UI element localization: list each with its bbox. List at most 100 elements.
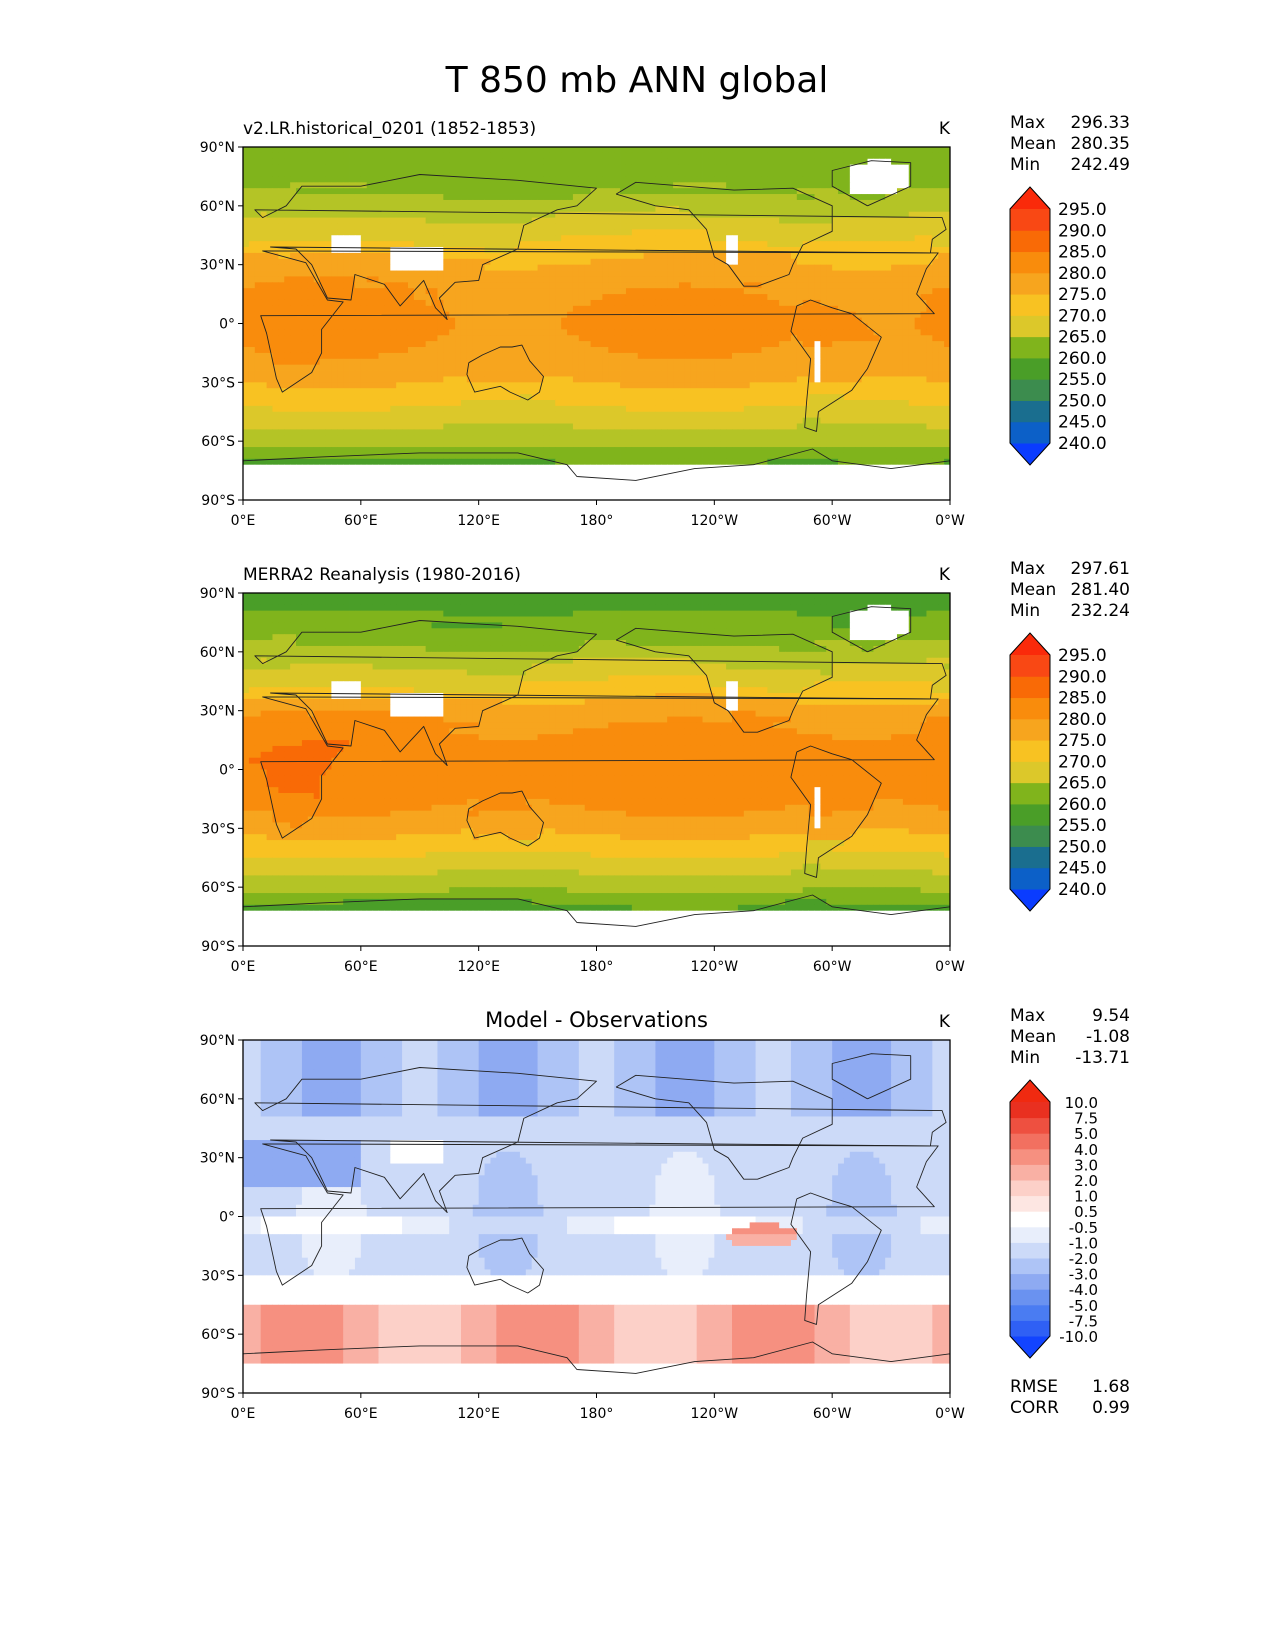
- grid-cell: [449, 164, 456, 171]
- grid-cell: [354, 347, 362, 354]
- grid-cell: [861, 147, 868, 154]
- grid-cell: [843, 317, 851, 324]
- grid-cell: [608, 170, 615, 177]
- grid-cell: [767, 358, 774, 366]
- grid-cell: [502, 352, 509, 360]
- grid-cell: [390, 305, 397, 313]
- grid-cell: [938, 247, 945, 254]
- grid-cell: [290, 217, 297, 224]
- grid-cell: [643, 276, 650, 283]
- grid-cell: [938, 364, 945, 371]
- grid-cell: [649, 370, 656, 377]
- grid-cell: [708, 182, 715, 189]
- grid-cell: [496, 299, 503, 307]
- grid-cell: [690, 176, 698, 183]
- grid-cell: [643, 317, 650, 324]
- grid-cell: [732, 158, 739, 166]
- grid-cell: [366, 205, 374, 213]
- grid-cell: [826, 199, 833, 207]
- grid-cell: [832, 282, 839, 289]
- grid-cell: [814, 370, 821, 377]
- grid-cell: [366, 223, 374, 230]
- grid-cell: [555, 164, 562, 171]
- grid-cell: [655, 152, 662, 160]
- grid-cell: [761, 223, 768, 230]
- grid-cell: [307, 311, 315, 319]
- grid-cell: [849, 317, 857, 324]
- grid-cell: [737, 199, 745, 207]
- grid-cell: [307, 170, 315, 177]
- grid-cell: [849, 164, 857, 171]
- grid-cell: [484, 188, 491, 195]
- grid-cell: [519, 176, 527, 183]
- grid-cell: [354, 217, 362, 224]
- grid-cell: [449, 211, 456, 218]
- grid-cell: [867, 223, 874, 230]
- grid-cell: [708, 347, 715, 354]
- grid-cell: [885, 329, 892, 336]
- grid-cell: [396, 352, 403, 360]
- grid-cell: [366, 341, 374, 348]
- grid-cell: [508, 358, 515, 366]
- grid-cell: [584, 194, 592, 201]
- grid-cell: [637, 294, 645, 301]
- grid-cell: [431, 229, 438, 236]
- grid-cell: [567, 147, 574, 154]
- grid-cell: [307, 152, 315, 160]
- grid-cell: [402, 152, 409, 160]
- grid-cell: [325, 358, 332, 366]
- grid-cell: [572, 347, 580, 354]
- grid-cell: [472, 299, 480, 307]
- grid-cell: [549, 282, 556, 289]
- grid-cell: [413, 317, 421, 324]
- grid-cell: [938, 170, 945, 177]
- grid-cell: [590, 270, 597, 277]
- grid-cell: [625, 317, 633, 324]
- grid-cell: [826, 358, 833, 366]
- grid-cell: [543, 217, 550, 224]
- grid-cell: [732, 205, 739, 213]
- grid-cell: [325, 329, 332, 336]
- grid-cell: [826, 170, 833, 177]
- grid-cell: [519, 358, 527, 366]
- grid-cell: [337, 211, 344, 218]
- grid-cell: [920, 147, 927, 154]
- grid-cell: [643, 147, 650, 154]
- grid-cell: [508, 211, 515, 218]
- grid-cell: [466, 235, 474, 242]
- grid-cell: [243, 305, 250, 313]
- grid-cell: [484, 305, 491, 313]
- grid-cell: [343, 264, 350, 271]
- grid-cell: [525, 176, 533, 183]
- grid-cell: [861, 223, 868, 230]
- grid-cell: [902, 276, 910, 283]
- grid-cell: [284, 323, 291, 330]
- grid-cell: [855, 152, 863, 160]
- grid-cell: [307, 235, 315, 242]
- grid-cell: [443, 376, 450, 383]
- grid-cell: [484, 235, 491, 242]
- grid-cell: [555, 352, 562, 360]
- grid-cell: [266, 311, 273, 319]
- grid-cell: [620, 217, 627, 224]
- grid-cell: [755, 288, 762, 295]
- grid-cell: [702, 264, 709, 271]
- grid-cell: [502, 188, 509, 195]
- grid-cell: [508, 335, 515, 342]
- grid-cell: [266, 347, 273, 354]
- grid-cell: [360, 341, 368, 348]
- grid-cell: [349, 388, 356, 395]
- grid-cell: [655, 176, 662, 183]
- grid-cell: [861, 358, 868, 366]
- grid-cell: [602, 323, 609, 330]
- grid-cell: [343, 370, 350, 377]
- grid-cell: [602, 317, 609, 324]
- grid-cell: [284, 152, 291, 160]
- grid-cell: [431, 299, 438, 307]
- grid-cell: [419, 270, 427, 277]
- grid-cell: [667, 370, 674, 377]
- grid-cell: [307, 341, 315, 348]
- grid-cell: [684, 341, 692, 348]
- grid-cell: [602, 382, 609, 389]
- grid-cell: [490, 229, 497, 236]
